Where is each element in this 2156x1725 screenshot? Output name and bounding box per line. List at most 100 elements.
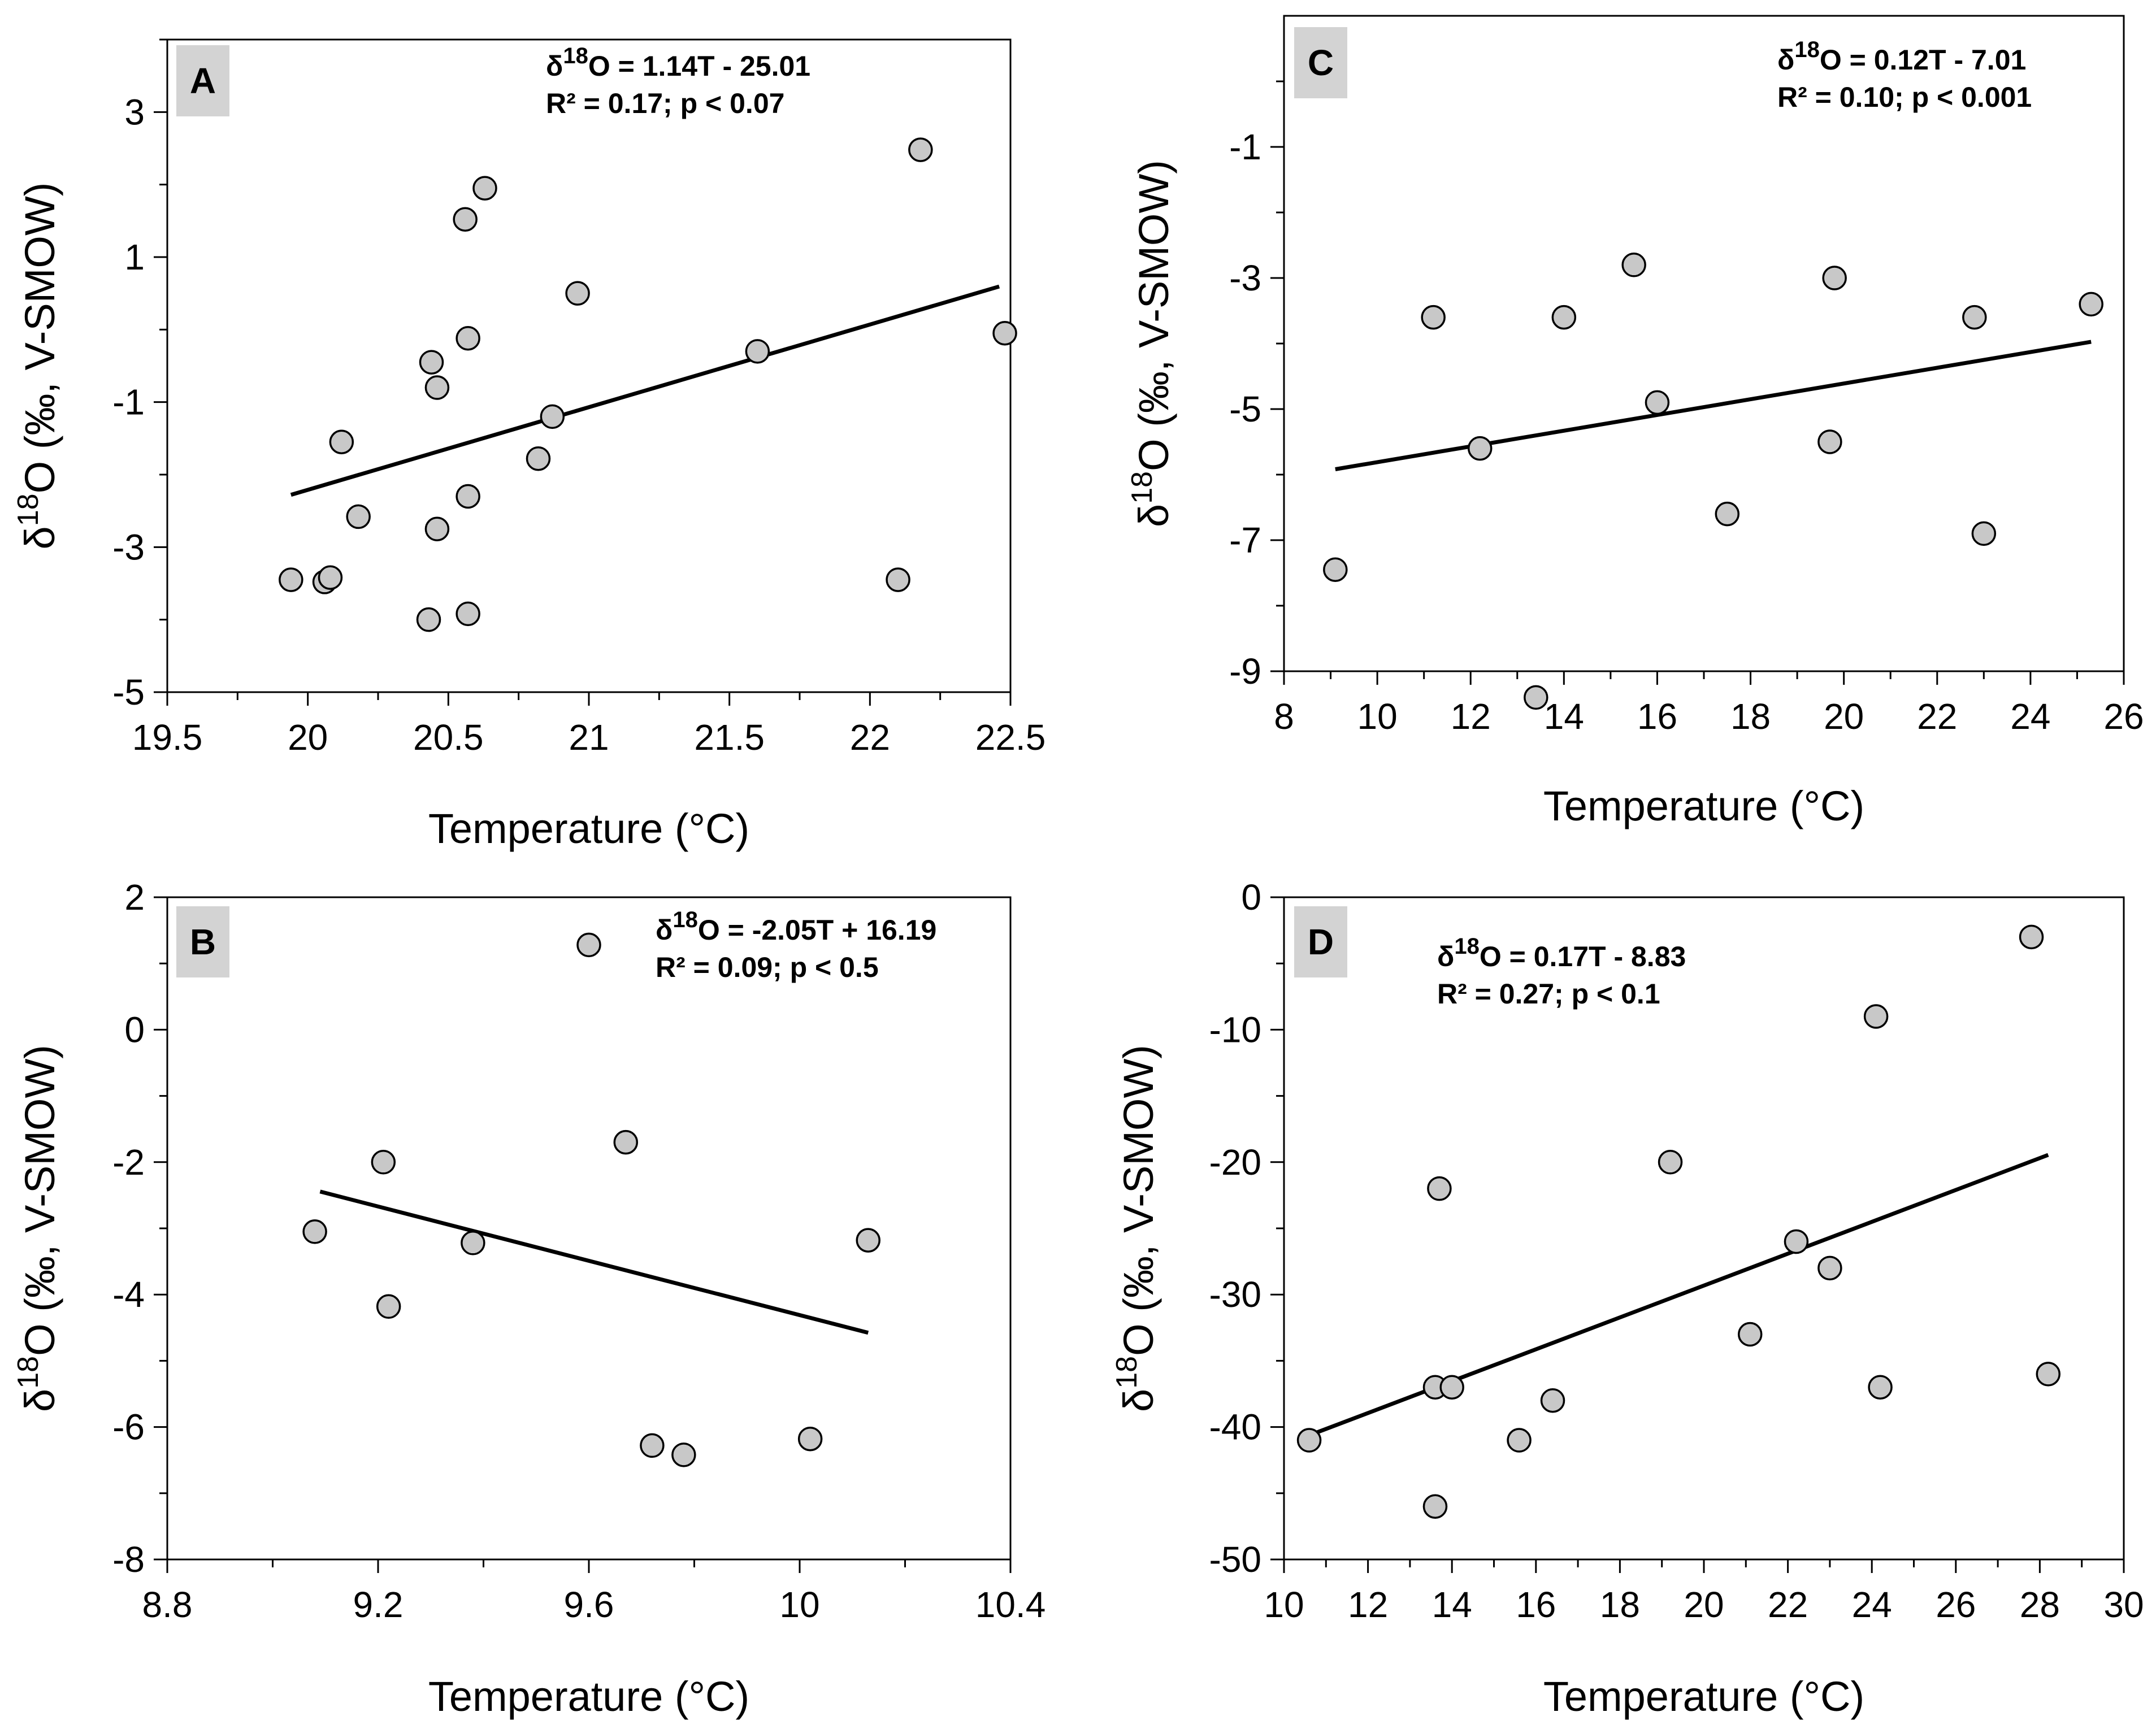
data-point	[1421, 305, 1446, 330]
data-point	[1323, 557, 1348, 582]
equation-superscript: 18	[1454, 934, 1480, 959]
x-tick-label: 9.2	[353, 1584, 404, 1625]
x-tick-label: 26	[2103, 696, 2144, 737]
data-point	[1863, 1004, 1889, 1029]
data-point	[908, 137, 933, 162]
plot-frame	[1283, 896, 2125, 1561]
y-axis-title: δ18O (‰, V-SMOW)	[1110, 1045, 1162, 1412]
regression-line	[1308, 1153, 2049, 1437]
x-tick-label: 20.5	[413, 717, 484, 758]
data-point	[1658, 1150, 1683, 1175]
panel-d: 10 12 14 16 18 20 22 24 26 28 30 -50 -40 -30 -20 -10 0 Te…	[1110, 877, 2144, 1720]
equation-rest: O = -2.05T + 16.19	[698, 914, 937, 946]
y-axis-title-rest: O (‰, V-SMOW)	[1130, 160, 1177, 471]
data-point	[456, 601, 480, 627]
data-point	[671, 1442, 696, 1467]
regression-stats: R² = 0.09; p < 0.5	[656, 951, 879, 983]
x-axis-title: Temperature (°C)	[428, 1673, 749, 1720]
panel-letter: C	[1308, 42, 1334, 83]
panel-letter: A	[190, 60, 216, 101]
x-tick-label: 14	[1432, 1584, 1472, 1625]
equation-superscript: 18	[673, 907, 698, 932]
x-tick-label: 10	[1264, 1584, 1304, 1625]
data-point	[1962, 305, 1987, 330]
regression-equation: δ18O = 0.17T - 8.83	[1437, 934, 1686, 972]
regression-equation: δ18O = 1.14T - 25.01	[546, 44, 810, 82]
x-tick-label: 24	[1852, 1584, 1892, 1625]
x-tick-label: 20	[1824, 696, 1864, 737]
x-tick-label: 8	[1274, 696, 1294, 737]
data-point	[565, 281, 590, 306]
data-point	[1822, 266, 1847, 290]
regression-line	[1335, 340, 2092, 471]
regression-equation: δ18O = 0.12T - 7.01	[1777, 37, 2026, 76]
data-point	[1645, 390, 1670, 415]
data-point	[1507, 1428, 1532, 1453]
panel-letter-box	[1294, 27, 1347, 98]
panel-a: 19.5 20 20.5 21 21.5 22 22.5 -5 -3 -1 1 3 Temperatur…	[12, 38, 1046, 852]
y-tick-label: -8	[112, 1539, 145, 1580]
panel-letter: B	[190, 922, 216, 962]
data-point	[2019, 924, 2044, 950]
plot-frame	[1283, 15, 2125, 672]
panel-letter: D	[1308, 922, 1334, 962]
data-point	[419, 350, 444, 375]
regression-line	[319, 1189, 869, 1335]
x-axis-title: Temperature (°C)	[1543, 783, 1864, 829]
y-axis-title: δ18O (‰, V-SMOW)	[12, 183, 63, 550]
x-axis-title: Temperature (°C)	[428, 805, 749, 852]
x-tick-label: 18	[1730, 696, 1771, 737]
y-tick-label: -1	[112, 382, 145, 423]
data-point	[1971, 521, 1997, 546]
y-tick-label: 0	[124, 1009, 145, 1050]
y-axis-title-delta: δ	[1115, 1389, 1162, 1412]
data-point	[1817, 429, 1842, 454]
regression-stats: R² = 0.27; p < 0.1	[1437, 978, 1660, 1010]
x-tick-label: 28	[2020, 1584, 2060, 1625]
x-tick-label: 20	[1684, 1584, 1724, 1625]
y-tick-label: -40	[1209, 1407, 1262, 1448]
y-tick-label: 2	[124, 877, 145, 918]
x-tick-label: 10	[779, 1584, 819, 1625]
equation-rest: O = 0.12T - 7.01	[1820, 44, 2026, 76]
data-point	[797, 1426, 823, 1452]
data-point	[472, 176, 497, 201]
equation-delta: δ	[656, 914, 673, 946]
y-axis-title-superscript: 18	[12, 1356, 45, 1389]
data-point	[1540, 1388, 1565, 1413]
data-point	[2079, 292, 2103, 317]
x-tick-label: 8.8	[142, 1584, 193, 1625]
regression-line	[290, 284, 1000, 497]
data-point	[376, 1294, 401, 1319]
data-point	[346, 504, 371, 529]
x-tick-label: 10	[1357, 696, 1398, 737]
y-tick-label: -7	[1229, 520, 1261, 560]
y-tick-label: -2	[112, 1142, 145, 1183]
data-point	[424, 516, 450, 541]
data-point	[1715, 501, 1740, 527]
x-axis-title: Temperature (°C)	[1543, 1673, 1864, 1720]
data-point	[1817, 1255, 1842, 1281]
y-axis-title-delta: δ	[1130, 504, 1177, 527]
x-tick-label: 12	[1451, 696, 1491, 737]
x-tick-label: 21.5	[694, 717, 765, 758]
y-axis-title-rest: O (‰, V-SMOW)	[1115, 1045, 1162, 1356]
x-tick-label: 9.6	[564, 1584, 614, 1625]
data-point	[456, 325, 480, 351]
equation-delta: δ	[1777, 44, 1794, 76]
y-tick-label: 0	[1241, 877, 1261, 918]
y-tick-label: -3	[1229, 258, 1261, 298]
data-point	[745, 339, 770, 364]
y-tick-label: -20	[1209, 1142, 1262, 1183]
y-axis-title-superscript: 18	[1126, 471, 1159, 504]
panel-b: 8.8 9.2 9.6 10 10.4 -8 -6 -4 -2 0 2 Temperature (°C…	[12, 877, 1046, 1720]
x-tick-label: 22.5	[975, 717, 1046, 758]
data-point	[1621, 253, 1646, 277]
y-tick-label: -3	[112, 527, 145, 567]
data-point	[329, 429, 354, 454]
y-axis-title-rest: O (‰, V-SMOW)	[16, 183, 63, 494]
data-point	[613, 1129, 639, 1155]
regression-stats: R² = 0.17; p < 0.07	[546, 88, 784, 119]
data-point	[1422, 1494, 1448, 1519]
y-tick-label: -5	[1229, 389, 1261, 429]
